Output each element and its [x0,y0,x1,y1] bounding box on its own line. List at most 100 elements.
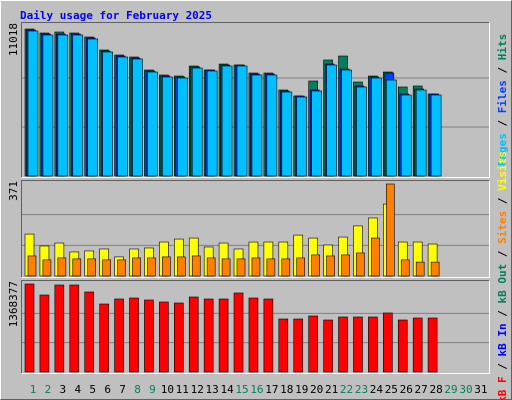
bar [162,76,173,177]
x-tick-label: 30 [459,383,472,396]
x-tick-label: 14 [220,383,234,396]
bar [42,259,52,277]
x-tick-label: 9 [149,383,156,396]
bar [39,294,50,373]
bar [266,258,276,277]
bar [102,259,111,277]
x-tick-label: 11 [176,383,189,396]
bar [203,298,214,373]
bar [147,71,158,177]
legend-entry: Sites [496,211,509,244]
bar [430,94,442,177]
bar [415,261,425,277]
legend-separator: / [496,244,509,264]
bar [341,69,352,177]
bar [308,315,318,373]
x-tick-label: 10 [161,383,174,396]
y-tick-label: 11018 [7,23,20,56]
chart-title: Daily usage for February 2025 [20,9,212,22]
bar [132,257,141,277]
bar [281,91,293,177]
x-tick-label: 2 [45,383,52,396]
bar [188,296,199,373]
legend-separator: / [496,60,509,80]
bar [162,256,171,277]
bar [341,254,350,277]
bar [326,64,337,177]
bar [427,317,438,373]
bar [281,258,291,277]
bar [159,301,169,373]
legend-separator: / [496,113,509,133]
bar [311,254,320,277]
bar [221,258,231,277]
x-tick-label: 31 [474,383,487,396]
bar [415,89,427,177]
bar [221,65,233,177]
bar [27,255,37,277]
bar [72,258,82,277]
x-tick-label: 29 [444,383,457,396]
bar [356,252,365,277]
x-tick-label: 4 [74,383,81,396]
bar [84,291,95,373]
x-tick-label: 24 [370,383,384,396]
bar [191,255,201,277]
bar [191,67,203,177]
bar [296,257,306,277]
x-tick-label: 7 [119,383,126,396]
bar [69,284,80,373]
bar [386,183,395,277]
bar [177,256,186,277]
bar [326,255,335,277]
bar [400,94,412,177]
bar [24,283,35,373]
bar [177,77,188,177]
bar [218,298,229,373]
bar [87,38,99,177]
bar [278,318,289,373]
bar [371,237,380,277]
panel-border-light [21,22,490,178]
bar [263,298,274,373]
legend: Pages / Files / Hits [496,34,509,167]
panel-border-light [21,180,490,278]
bar [117,56,128,177]
bar [236,258,246,277]
panel-border-dark [21,22,490,178]
legend-separator: / [496,304,509,324]
bar [368,316,378,373]
bar [430,261,440,277]
bar [296,96,308,177]
bar [102,51,113,177]
bar [356,86,367,177]
x-tick-label: 13 [206,383,219,396]
bar [206,70,218,177]
legend-entry: Pages [496,133,509,166]
x-tick-label: 21 [325,383,338,396]
x-tick-label: 26 [400,383,413,396]
bar [206,257,216,277]
bar [383,312,393,373]
bar [27,30,39,177]
bar [174,302,184,373]
bar [311,90,322,177]
bar [412,317,423,373]
panel-border-light [21,280,490,374]
bar [99,303,109,373]
bar [144,299,154,373]
bar [129,297,139,373]
x-tick-label: 6 [104,383,111,396]
panel-border-dark [21,280,490,374]
x-tick-label: 28 [429,383,442,396]
bar [323,319,333,373]
x-tick-label: 25 [385,383,398,396]
bar [54,284,65,373]
x-tick-label: 23 [355,383,368,396]
bar [386,79,397,177]
legend-entry: Hits [496,34,509,61]
bar [147,257,156,277]
bar [114,298,124,373]
legend-entry: kB Out [496,264,509,304]
